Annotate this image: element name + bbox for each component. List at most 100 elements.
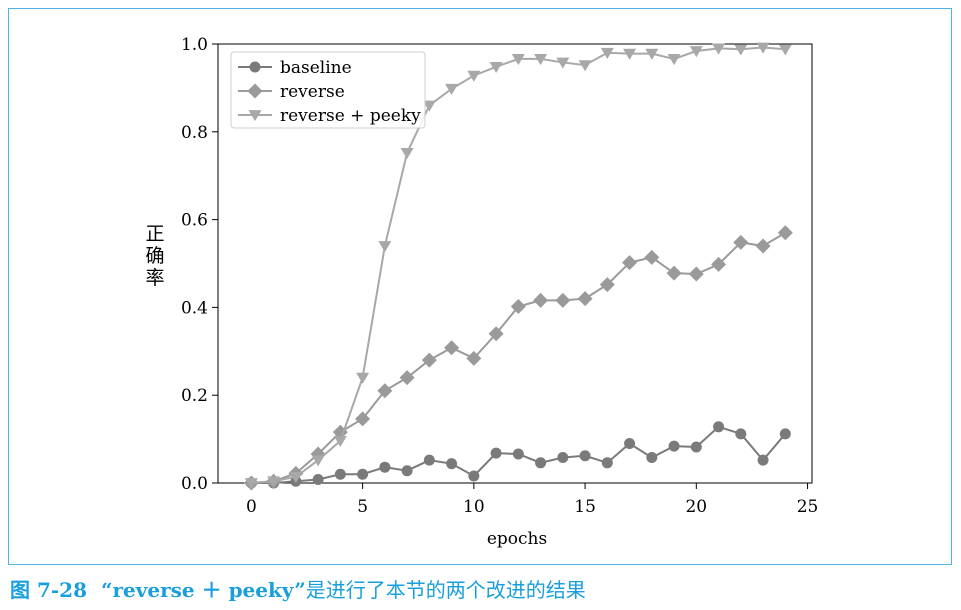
data-point xyxy=(666,265,682,281)
data-point xyxy=(713,421,725,433)
caption-quoted: “reverse ＋ peeky” xyxy=(101,578,306,602)
data-point xyxy=(468,470,480,482)
data-point xyxy=(467,70,481,82)
data-point xyxy=(535,457,547,469)
data-point xyxy=(334,468,346,480)
legend-marker xyxy=(249,61,261,73)
axes xyxy=(217,43,813,484)
legend-box xyxy=(230,51,426,129)
data-point xyxy=(600,47,614,59)
x-tick-label: 20 xyxy=(685,497,707,517)
data-point xyxy=(756,42,770,54)
data-point xyxy=(400,147,414,160)
data-point xyxy=(556,57,570,69)
data-point xyxy=(490,447,502,459)
data-point xyxy=(668,440,680,452)
data-point xyxy=(555,292,571,308)
data-point xyxy=(289,471,303,484)
data-point xyxy=(357,468,369,480)
series-reverse xyxy=(243,225,793,491)
legend-label: reverse + peeky xyxy=(280,106,421,126)
data-point xyxy=(623,48,637,60)
x-tick-label: 10 xyxy=(463,497,485,517)
x-tick-label: 25 xyxy=(797,497,819,517)
data-point xyxy=(511,54,525,66)
ticks: 0 5 10 15 20 25 0.0 0.2 0.4 0.6 0.8 1.0 xyxy=(181,35,818,517)
data-point xyxy=(690,441,702,453)
data-point xyxy=(444,340,460,356)
series-baseline xyxy=(245,421,791,489)
y-tick-label: 0.2 xyxy=(181,386,208,406)
y-tick-label: 0.6 xyxy=(181,211,208,231)
data-point xyxy=(489,61,503,74)
data-point xyxy=(645,48,659,60)
data-point xyxy=(779,428,791,440)
data-point xyxy=(446,458,458,470)
data-point xyxy=(599,277,615,293)
data-point xyxy=(378,241,392,253)
data-point xyxy=(777,225,793,241)
y-tick-label: 0.8 xyxy=(181,123,208,143)
figure-number: 图 7-28 xyxy=(10,578,88,602)
data-point xyxy=(533,292,549,308)
data-point xyxy=(466,350,482,366)
data-point xyxy=(377,383,393,399)
data-point xyxy=(423,454,435,466)
y-tick-label: 1.0 xyxy=(181,35,208,55)
data-point xyxy=(267,476,281,488)
data-point xyxy=(311,455,325,467)
x-tick-label: 0 xyxy=(246,497,257,517)
x-axis-label: epochs xyxy=(487,529,547,549)
data-point xyxy=(512,448,524,460)
data-point xyxy=(624,437,636,449)
data-point xyxy=(244,478,258,490)
data-point xyxy=(667,54,681,66)
series xyxy=(243,42,793,491)
y-tick-label: 0.0 xyxy=(181,474,208,494)
figure-frame xyxy=(8,8,952,565)
data-point xyxy=(399,370,415,386)
data-point xyxy=(734,44,748,56)
data-point xyxy=(355,411,371,427)
data-point xyxy=(755,238,771,254)
data-point xyxy=(601,457,613,469)
data-point xyxy=(379,461,391,473)
data-point xyxy=(733,234,749,250)
series-line xyxy=(251,231,786,484)
data-point xyxy=(711,256,727,272)
data-point xyxy=(646,452,658,464)
legend-entry: reverse + peeky xyxy=(238,106,421,126)
data-point xyxy=(312,473,324,485)
legend-entry: baseline xyxy=(238,58,352,78)
data-point xyxy=(488,326,504,342)
data-point xyxy=(356,372,370,384)
data-point xyxy=(445,83,459,95)
data-point xyxy=(735,428,747,440)
legend-entry: reverse xyxy=(238,82,345,102)
x-tick-label: 15 xyxy=(574,497,596,517)
data-point xyxy=(644,249,660,265)
caption-text: 是进行了本节的两个改进的结果 xyxy=(305,578,586,602)
y-tick-label: 0.4 xyxy=(181,298,208,318)
line-chart: 0 5 10 15 20 250.00.20.40.60.81.0 epochs 正确率 … xyxy=(145,35,818,549)
y-axis-label: 正确率 xyxy=(145,223,164,289)
data-point xyxy=(421,352,437,368)
data-point xyxy=(622,255,638,271)
data-point xyxy=(689,46,703,58)
legend-label: reverse xyxy=(280,82,345,102)
data-point xyxy=(422,100,436,112)
legend-marker xyxy=(248,110,262,122)
x-tick-label: 5 xyxy=(357,497,368,517)
data-point xyxy=(557,452,569,464)
legend-label: baseline xyxy=(280,58,352,78)
data-point xyxy=(712,43,726,55)
series-reverse-peeky xyxy=(244,42,792,490)
data-point xyxy=(534,54,548,66)
data-point xyxy=(401,465,413,477)
plot-area xyxy=(217,43,813,484)
data-point xyxy=(579,450,591,462)
data-point xyxy=(688,266,704,282)
figure-caption: 图 7-28 “reverse ＋ peeky”是进行了本节的两个改进的结果 xyxy=(10,574,586,603)
data-point xyxy=(577,291,593,307)
data-point xyxy=(778,44,792,56)
